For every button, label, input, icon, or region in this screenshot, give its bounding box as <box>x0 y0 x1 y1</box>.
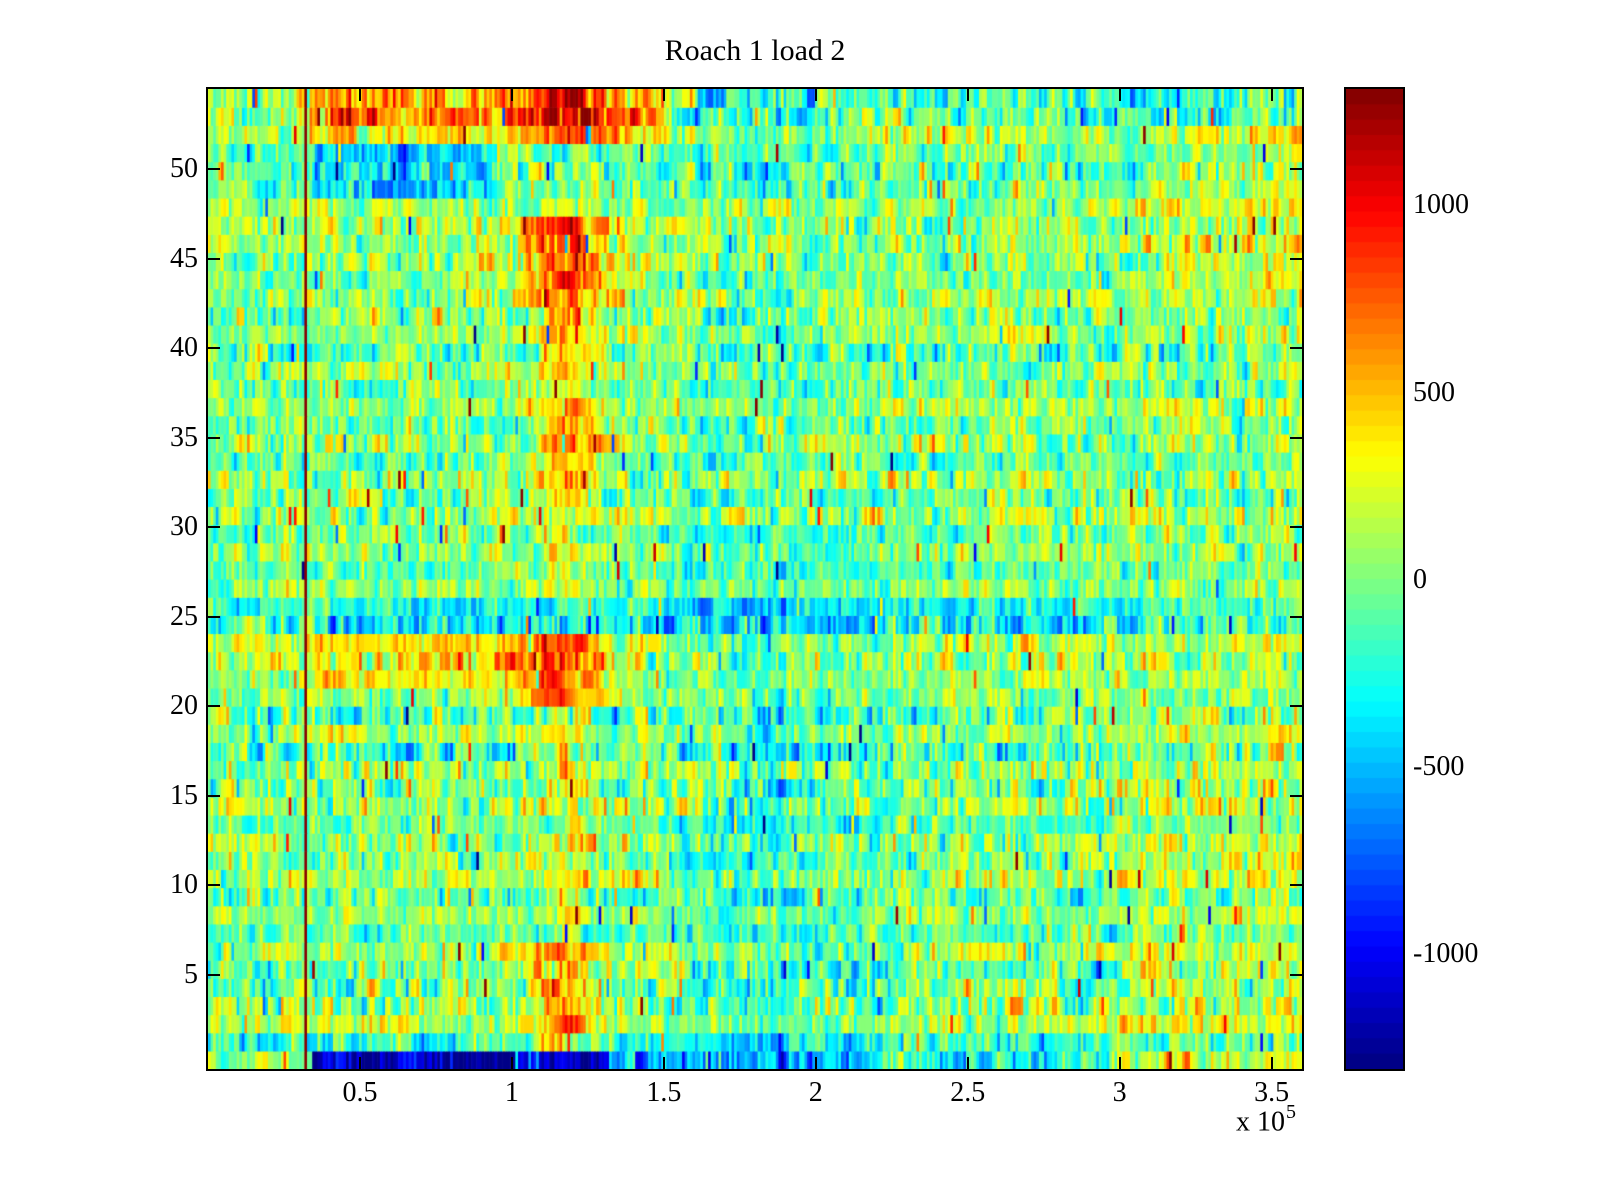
colorbar-tick-label: 1000 <box>1413 189 1469 221</box>
x-tick-bottom <box>510 1057 513 1069</box>
y-tick-right <box>1290 794 1302 797</box>
colorbar-canvas <box>1346 89 1403 1069</box>
y-tick-label: 45 <box>170 242 198 274</box>
colorbar-frame <box>1344 87 1405 1071</box>
y-tick-left <box>208 257 220 260</box>
colorbar-tick-label: -500 <box>1413 751 1465 783</box>
y-tick-right <box>1290 884 1302 887</box>
y-tick-left <box>208 884 220 887</box>
y-tick-left <box>208 615 220 618</box>
x-tick-bottom <box>1270 1057 1273 1069</box>
y-tick-right <box>1290 436 1302 439</box>
x-tick-bottom <box>1118 1057 1121 1069</box>
y-tick-label: 15 <box>170 779 198 811</box>
x-exponent-value: 5 <box>1286 1101 1296 1123</box>
x-tick-top <box>814 89 817 101</box>
y-tick-label: 20 <box>170 690 198 722</box>
y-tick-left <box>208 347 220 350</box>
x-tick-label: 1 <box>504 1077 519 1108</box>
colorbar-tick-label: 500 <box>1413 376 1455 408</box>
heatmap-canvas <box>208 89 1302 1069</box>
y-tick-label: 10 <box>170 869 198 901</box>
x-tick-top <box>966 89 969 101</box>
y-tick-label: 50 <box>170 153 198 185</box>
y-tick-left <box>208 526 220 529</box>
y-tick-label: 30 <box>170 511 198 543</box>
x-tick-label: 0.5 <box>342 1077 378 1108</box>
x-tick-top <box>1270 89 1273 101</box>
plot-frame <box>206 87 1304 1071</box>
x-tick-top <box>662 89 665 101</box>
y-tick-right <box>1290 168 1302 171</box>
x-tick-top <box>510 89 513 101</box>
x-tick-label: 3 <box>1112 1077 1127 1108</box>
y-tick-right <box>1290 973 1302 976</box>
x-tick-label: 3.5 <box>1254 1077 1290 1108</box>
y-tick-label: 25 <box>170 600 198 632</box>
y-tick-right <box>1290 257 1302 260</box>
y-tick-left <box>208 794 220 797</box>
x-exponent-prefix: x 10 <box>1236 1106 1285 1138</box>
x-tick-bottom <box>966 1057 969 1069</box>
colorbar-tick-label: 0 <box>1413 563 1427 595</box>
colorbar-tick-label: -1000 <box>1413 938 1479 970</box>
y-tick-left <box>208 973 220 976</box>
y-tick-label: 35 <box>170 421 198 453</box>
x-tick-top <box>1118 89 1121 101</box>
x-tick-bottom <box>662 1057 665 1069</box>
x-tick-label: 1.5 <box>646 1077 682 1108</box>
y-tick-right <box>1290 526 1302 529</box>
y-tick-left <box>208 436 220 439</box>
x-tick-bottom <box>814 1057 817 1069</box>
y-tick-right <box>1290 347 1302 350</box>
x-tick-label: 2.5 <box>950 1077 986 1108</box>
y-tick-left <box>208 168 220 171</box>
x-tick-label: 2 <box>808 1077 823 1108</box>
y-tick-right <box>1290 615 1302 618</box>
x-tick-bottom <box>358 1057 361 1069</box>
plot-title: Roach 1 load 2 <box>664 34 846 67</box>
x-tick-top <box>358 89 361 101</box>
x-axis-exponent-label: x 105 <box>1115 1101 1296 1138</box>
y-tick-right <box>1290 705 1302 708</box>
y-tick-label: 5 <box>184 958 198 990</box>
y-tick-label: 40 <box>170 332 198 364</box>
y-tick-left <box>208 705 220 708</box>
